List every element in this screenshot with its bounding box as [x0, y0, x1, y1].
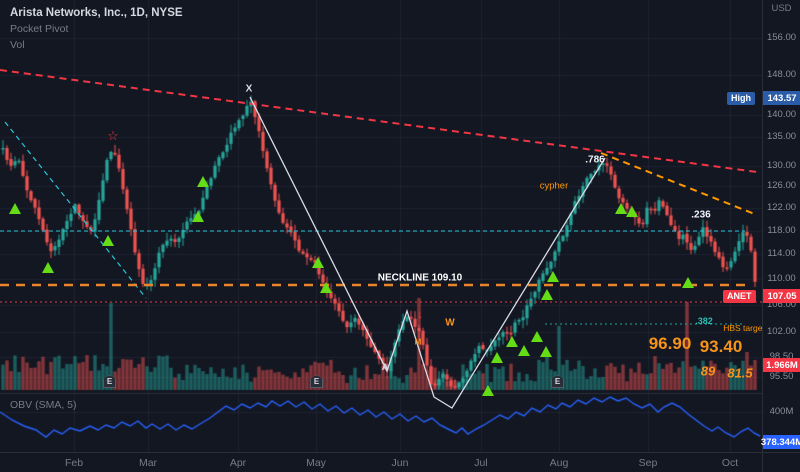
- pocket-pivot-triangle-marker: [541, 289, 553, 300]
- price-axis-tick: 140.00: [766, 109, 797, 120]
- pattern-m-label[interactable]: M: [414, 337, 422, 347]
- high-value-badge: 143.57: [763, 91, 800, 105]
- pocket-pivot-triangle-marker: [102, 235, 114, 246]
- label-x[interactable]: X: [245, 83, 253, 95]
- price-axis-tick: 106.00: [766, 299, 797, 310]
- pocket-pivot-triangle-marker: [491, 352, 503, 363]
- pocket-pivot-triangle-marker: [312, 257, 324, 268]
- time-axis-label-apr: Apr: [229, 457, 247, 469]
- last-price-badge: 107.05: [763, 289, 800, 303]
- pocket-pivot-triangle-marker: [42, 262, 54, 273]
- time-axis-label-sep: Sep: [638, 457, 658, 469]
- time-axis-label-may: May: [306, 457, 326, 469]
- chart-pane[interactable]: Arista Networks, Inc., 1D, NYSE Pocket P…: [0, 0, 762, 452]
- time-axis-label-mar: Mar: [138, 457, 158, 469]
- time-axis-label-jun: Jun: [391, 457, 409, 469]
- price-axis-tick: 126.00: [766, 180, 797, 191]
- pocket-pivot-triangle-marker: [531, 331, 543, 342]
- fib-786-label[interactable]: .786: [585, 154, 605, 166]
- cypher-label[interactable]: cypher: [539, 180, 569, 192]
- pocket-pivot-triangle-marker: [682, 277, 694, 288]
- time-axis-label-feb: Feb: [64, 457, 84, 469]
- label-a[interactable]: A: [381, 362, 389, 372]
- price-axis-tick: 130.00: [766, 160, 797, 171]
- neckline-label[interactable]: NECKLINE 109.10: [377, 272, 463, 284]
- price-axis-tick: 95.50: [769, 371, 794, 382]
- fib-382-label[interactable]: .382: [695, 316, 713, 326]
- indicator-pocket-pivot-label[interactable]: Pocket Pivot: [10, 23, 69, 35]
- time-axis-label-aug: Aug: [549, 457, 569, 469]
- fib-236-label[interactable]: .236: [691, 209, 711, 221]
- pocket-pivot-triangle-marker: [9, 203, 21, 214]
- obv-indicator-label[interactable]: OBV (SMA, 5): [10, 399, 77, 411]
- currency-label: USD: [771, 3, 792, 14]
- target-96-90[interactable]: 96.90: [648, 334, 692, 353]
- target-93-40[interactable]: 93.40: [699, 337, 743, 356]
- price-axis-tick: 122.00: [766, 202, 797, 213]
- hbs-target-label[interactable]: HBS target: [723, 323, 762, 333]
- down-arrow-marker[interactable]: ↓: [417, 309, 423, 321]
- pocket-pivot-triangle-marker: [547, 271, 559, 282]
- indicator-vol-label[interactable]: Vol: [10, 39, 25, 51]
- symbol-price-tag: ANET: [723, 289, 756, 303]
- price-axis[interactable]: USD 156.00 148.00 140.00 135.00 130.00 126.00…: [760, 0, 800, 452]
- price-axis-tick: 135.00: [766, 131, 797, 142]
- target-81-5[interactable]: 81.5: [727, 365, 753, 381]
- price-axis-tick: 400M: [769, 406, 794, 417]
- target-89[interactable]: 89: [700, 363, 716, 379]
- price-axis-tick: 156.00: [766, 32, 797, 43]
- price-axis-tick: 118.00: [767, 225, 796, 236]
- price-axis-tick: 98.50: [769, 351, 794, 362]
- pocket-pivot-triangle-marker: [192, 211, 204, 222]
- price-axis-tick: 148.00: [766, 69, 797, 80]
- price-axis-tick: 110.00: [767, 273, 796, 284]
- axis-corner: [762, 452, 800, 472]
- pocket-pivot-triangle-marker: [482, 385, 494, 396]
- pocket-pivot-triangle-marker: [506, 336, 518, 347]
- time-axis-label-oct: Oct: [721, 457, 739, 469]
- price-axis-tick: 102.00: [766, 326, 797, 337]
- price-axis-tick: 114.00: [767, 248, 796, 259]
- pocket-pivot-triangle-marker: [518, 345, 530, 356]
- high-price-tag: High: [727, 91, 755, 105]
- star-drawing-marker[interactable]: ☆: [107, 128, 119, 143]
- volume-value-badge: 1.966M: [763, 358, 800, 372]
- pocket-pivot-triangle-marker: [626, 206, 638, 217]
- symbol-title[interactable]: Arista Networks, Inc., 1D, NYSE: [10, 7, 183, 19]
- pocket-pivot-triangle-marker: [197, 176, 209, 187]
- earnings-icon[interactable]: E: [103, 375, 116, 388]
- obv-value-badge: 378.344M: [760, 435, 800, 449]
- pattern-w-label[interactable]: W: [445, 317, 455, 329]
- pocket-pivot-triangle-marker: [320, 282, 332, 293]
- pocket-pivot-triangle-marker: [540, 346, 552, 357]
- time-axis[interactable]: Feb Mar Apr May Jun Jul Aug Sep Oct: [0, 452, 762, 472]
- time-axis-label-jul: Jul: [474, 457, 488, 469]
